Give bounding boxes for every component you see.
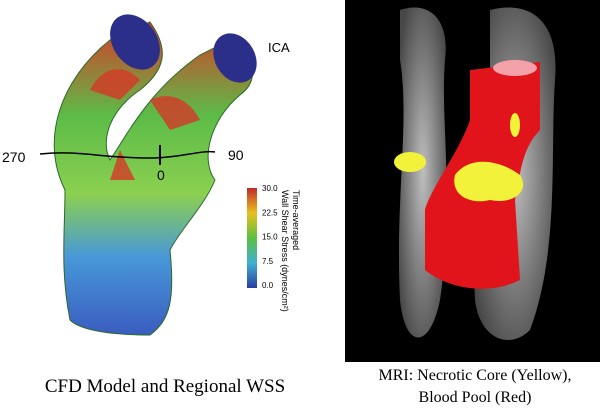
mri-render — [394, 7, 556, 341]
caption: MRI: Necrotic Core (Yellow), — [378, 367, 571, 384]
angle-label: 270 — [2, 149, 26, 165]
caption: Blood Pool (Red) — [419, 389, 532, 406]
colorbar-tick-label: 22.5 — [262, 208, 278, 217]
colorbar — [247, 188, 257, 288]
colorbar-subtitle: Wall Shear Stress (dynes/cm²) — [280, 190, 290, 312]
colorbar-title: Time-averaged — [291, 190, 301, 250]
angle-label: 90 — [228, 147, 244, 163]
colorbar-tick-label: 30.0 — [262, 184, 278, 193]
angle-label: 0 — [157, 167, 165, 183]
ica-label: ICA — [268, 40, 290, 55]
cfd-model — [39, 14, 257, 336]
colorbar-tick-label: 0.0 — [262, 281, 274, 290]
colorbar-tick-label: 15.0 — [262, 233, 278, 242]
colorbar-tick-label: 7.5 — [262, 257, 274, 266]
caption: CFD Model and Regional WSS — [45, 376, 285, 397]
